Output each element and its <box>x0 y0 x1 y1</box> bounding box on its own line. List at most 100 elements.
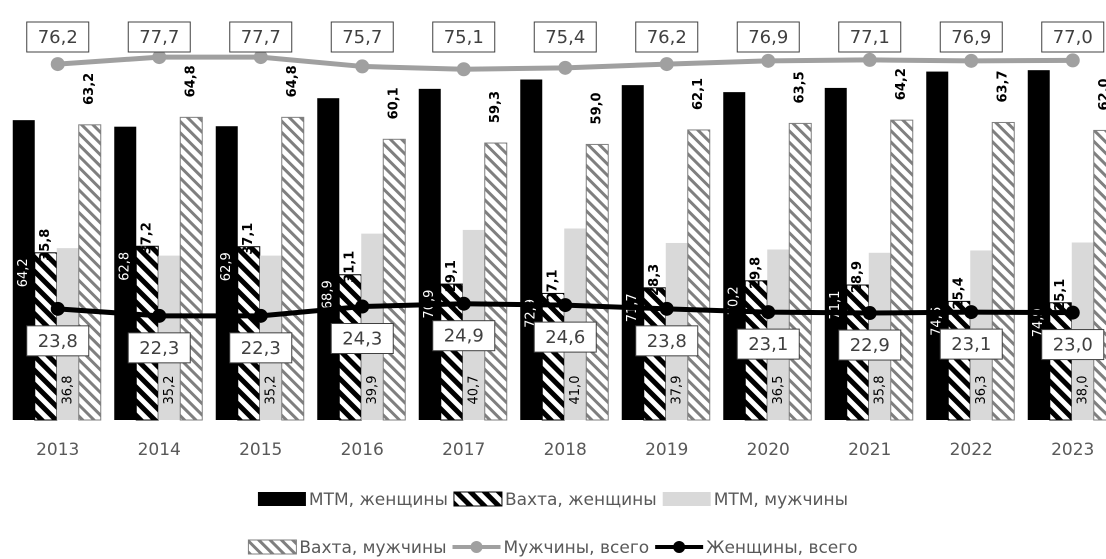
bar-value-label: 59,0 <box>590 92 605 124</box>
bar <box>890 119 914 421</box>
x-tick-label: 2015 <box>239 440 282 460</box>
bar <box>585 143 609 421</box>
bar-value-label: 64,2 <box>16 258 31 287</box>
label-box <box>635 21 699 53</box>
line-point <box>456 296 471 311</box>
label-box <box>229 21 293 53</box>
line-point <box>558 298 573 313</box>
line-point <box>659 301 674 316</box>
line-point <box>50 301 65 316</box>
bar <box>78 124 102 421</box>
bar <box>947 300 971 421</box>
line-point <box>456 62 471 77</box>
x-tick-label: 2013 <box>36 440 79 460</box>
x-tick-label: 2019 <box>645 440 688 460</box>
bar <box>281 116 305 421</box>
legend-label: МТМ, женщины <box>309 490 448 510</box>
line-point <box>761 53 776 68</box>
label-box <box>432 21 496 53</box>
bar-value-label: 35,2 <box>263 376 278 405</box>
bar-value-label: 35,8 <box>38 229 53 261</box>
label-box <box>330 323 394 355</box>
line-point <box>152 50 167 65</box>
bar <box>179 116 203 421</box>
line-point <box>761 305 776 320</box>
bar-value-label: 25,4 <box>952 277 967 309</box>
line-point <box>50 57 65 72</box>
legend-label: МТМ, мужчины <box>714 490 848 510</box>
bar-value-label: 36,3 <box>974 376 989 405</box>
label-box <box>939 328 1003 360</box>
label-box <box>736 21 800 53</box>
legend-label: Женщины, всего <box>706 538 857 558</box>
line-point <box>862 52 877 67</box>
bar-value-label: 37,2 <box>140 222 155 254</box>
line-point <box>862 306 877 321</box>
bar <box>317 98 340 420</box>
line-point <box>964 305 979 320</box>
line-value-label: 24,3 <box>342 329 382 350</box>
line-value-label: 23,0 <box>1053 335 1093 356</box>
line-value-label: 75,7 <box>342 27 382 48</box>
bar-value-label: 41,0 <box>568 376 583 405</box>
label-box <box>533 21 597 53</box>
legend-label: Вахта, женщины <box>505 490 657 510</box>
x-tick-label: 2022 <box>950 440 993 460</box>
label-box <box>838 329 902 361</box>
legend-label: Мужчины, всего <box>504 538 650 558</box>
line-value-label: 75,4 <box>545 27 585 48</box>
bar <box>418 88 441 421</box>
line-value-label: 23,8 <box>647 331 687 352</box>
line-point <box>355 299 370 314</box>
label-box <box>127 332 191 364</box>
bar <box>788 122 812 421</box>
x-tick-label: 2016 <box>341 440 384 460</box>
line-point <box>964 53 979 68</box>
bar-value-label: 64,8 <box>184 65 199 97</box>
line-value-label: 77,0 <box>1053 27 1093 48</box>
line-point <box>1065 305 1080 320</box>
line-value-label: 76,9 <box>951 27 991 48</box>
bar-value-label: 62,8 <box>118 252 133 281</box>
bar <box>382 138 406 421</box>
bar <box>541 292 565 421</box>
legend-swatch <box>662 492 711 506</box>
line-point <box>659 57 674 72</box>
label-box <box>127 21 191 53</box>
line-point <box>558 60 573 75</box>
bar-value-label: 64,8 <box>285 65 300 97</box>
bar-value-label: 39,9 <box>365 376 380 405</box>
bar-value-label: 40,7 <box>466 376 481 405</box>
line-value-label: 77,1 <box>850 27 890 48</box>
legend-swatch <box>257 492 306 506</box>
label-box <box>1041 329 1105 361</box>
bar-value-label: 37,1 <box>241 223 256 255</box>
bar-value-label: 63,2 <box>82 73 97 105</box>
line-value-label: 23,1 <box>748 334 788 355</box>
x-tick-label: 2017 <box>442 440 485 460</box>
label-box <box>838 21 902 53</box>
line-value-label: 77,7 <box>241 27 281 48</box>
bar-value-label: 35,8 <box>872 376 887 405</box>
x-tick-label: 2014 <box>138 440 181 460</box>
bar <box>723 92 746 421</box>
bar-value-label: 60,1 <box>387 87 402 119</box>
bar-value-label: 59,3 <box>488 91 503 123</box>
bar <box>991 121 1015 421</box>
bar-value-label: 29,8 <box>749 257 764 289</box>
line-value-label: 22,3 <box>139 338 179 359</box>
line-value-label: 23,8 <box>38 331 78 352</box>
line-value-label: 24,6 <box>545 327 585 348</box>
bar <box>687 129 711 421</box>
line-value-label: 76,9 <box>748 27 788 48</box>
legend-row: МТМ, женщины Вахта, женщины МТМ, мужчины <box>257 490 848 510</box>
bar-value-label: 27,1 <box>546 269 561 301</box>
bar-value-label: 28,3 <box>647 264 662 296</box>
line-point <box>1065 53 1080 68</box>
bar-value-label: 62,0 <box>1097 78 1106 110</box>
label-box <box>26 325 90 357</box>
legend-swatch <box>247 539 297 555</box>
line-point <box>253 50 268 65</box>
bar <box>484 142 508 421</box>
